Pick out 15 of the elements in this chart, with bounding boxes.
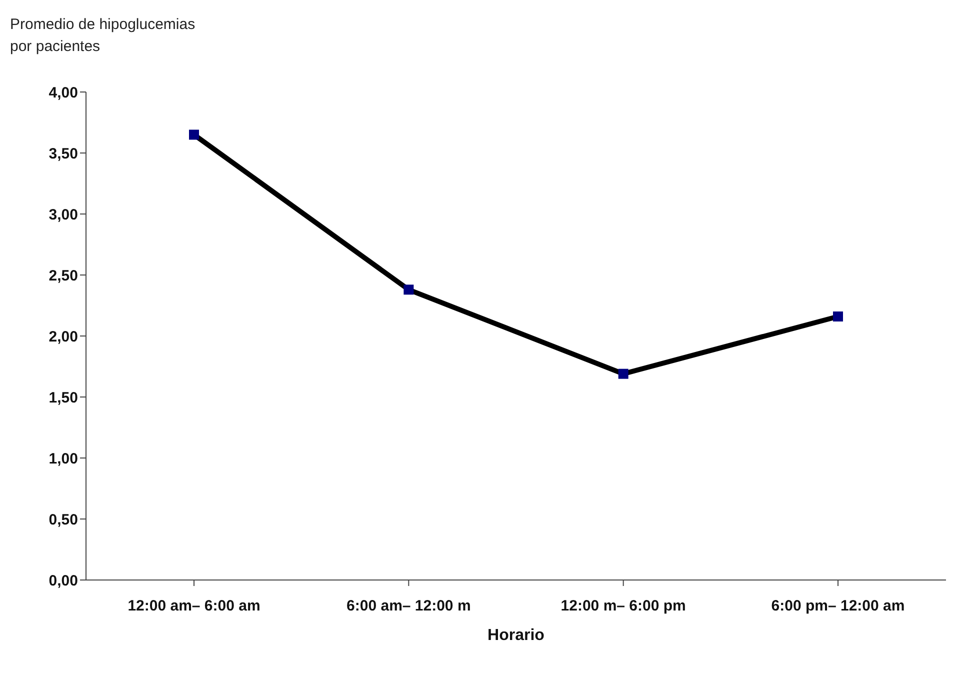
- y-tick-label: 3,00: [48, 206, 78, 224]
- y-tick-label: 1,50: [48, 389, 78, 406]
- y-tick-label: 2,00: [48, 328, 78, 346]
- x-tick-label: 12:00 m– 6:00 pm: [560, 598, 686, 615]
- x-tick-label: 6:00 am– 12:00 m: [346, 598, 471, 615]
- x-tick-label: 12:00 am– 6:00 am: [128, 598, 260, 615]
- x-tick-label: 6:00 pm– 12:00 am: [771, 598, 905, 615]
- y-tick-label: 2,50: [48, 267, 78, 284]
- x-axis-title: Horario: [488, 627, 545, 644]
- y-axis-title: Promedio de hipoglucemias por pacientes: [10, 15, 196, 57]
- y-tick-label: 3,50: [48, 145, 78, 162]
- y-tick-label: 1,00: [48, 450, 78, 468]
- y-tick-label: 0,00: [48, 572, 78, 590]
- y-tick-label: 0,50: [48, 511, 78, 528]
- y-tick-label: 4,00: [48, 84, 78, 102]
